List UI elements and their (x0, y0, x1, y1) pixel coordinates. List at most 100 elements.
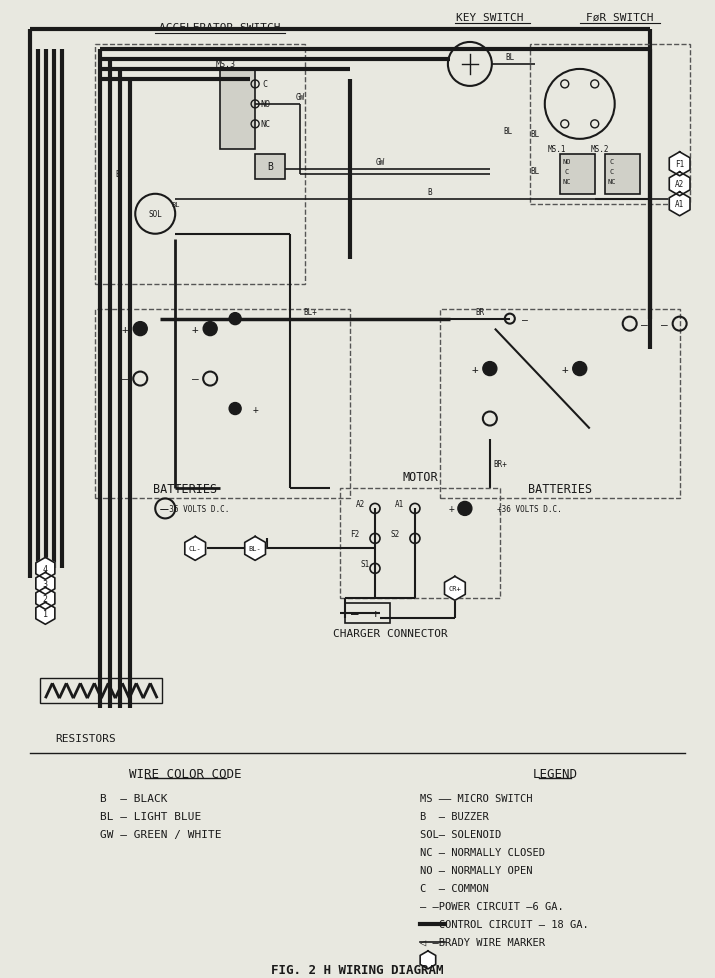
Text: B: B (116, 170, 121, 179)
Text: BL: BL (531, 167, 539, 176)
Text: +: + (471, 364, 478, 375)
Text: F1: F1 (675, 160, 684, 169)
Text: BL: BL (506, 54, 515, 63)
Text: C  – COMMON: C – COMMON (420, 883, 488, 893)
Text: –: – (661, 319, 668, 330)
Text: B  – BLACK: B – BLACK (100, 793, 168, 803)
Text: MS.3: MS.3 (215, 61, 235, 69)
Text: A1: A1 (395, 500, 405, 509)
Bar (605, 155, 640, 195)
Text: +: + (449, 504, 455, 513)
Text: NC – NORMALLY CLOSED: NC – NORMALLY CLOSED (420, 847, 545, 857)
Circle shape (483, 362, 497, 377)
Text: –: – (122, 375, 129, 384)
Text: –: – (192, 375, 199, 384)
Text: – 36 VOLTS D.C.: – 36 VOLTS D.C. (160, 505, 230, 513)
Text: NC: NC (563, 179, 571, 185)
Text: 1: 1 (43, 609, 48, 618)
Polygon shape (669, 173, 690, 197)
Text: CL-: CL- (189, 546, 202, 552)
Text: CHARGER CONNECTOR: CHARGER CONNECTOR (332, 629, 448, 639)
Text: FIG. 2 H WIRING DIAGRAM: FIG. 2 H WIRING DIAGRAM (271, 963, 443, 976)
Text: BL-: BL- (249, 546, 262, 552)
Circle shape (133, 323, 147, 336)
Text: C: C (262, 80, 267, 89)
Text: — –POWER CIRCUIT –6 GA.: — –POWER CIRCUIT –6 GA. (420, 901, 563, 911)
Text: WIRE COLOR CODE: WIRE COLOR CODE (129, 767, 242, 779)
Text: MOTOR: MOTOR (402, 470, 438, 483)
Text: — –CONTROL CIRCUIT – 18 GA.: — –CONTROL CIRCUIT – 18 GA. (420, 919, 588, 929)
Text: ◁ –BRADY WIRE MARKER: ◁ –BRADY WIRE MARKER (420, 937, 545, 947)
Polygon shape (36, 573, 55, 595)
Text: F2: F2 (350, 529, 360, 538)
Text: ACCELERATOR SWITCH: ACCELERATOR SWITCH (159, 22, 281, 33)
Text: NC: NC (608, 179, 616, 185)
Text: BR+: BR+ (493, 460, 507, 468)
Polygon shape (669, 193, 690, 216)
Text: BR: BR (475, 308, 485, 317)
Text: MS.1: MS.1 (548, 145, 566, 155)
Text: FøR SWITCH: FøR SWITCH (586, 13, 654, 22)
Text: BATTERIES: BATTERIES (153, 482, 217, 496)
Text: RESISTORS: RESISTORS (55, 734, 116, 743)
Text: +: + (561, 364, 568, 375)
Text: KEY SWITCH: KEY SWITCH (456, 13, 523, 22)
Text: 4: 4 (43, 564, 48, 573)
Text: –: – (162, 503, 169, 515)
Text: MS –– MICRO SWITCH: MS –– MICRO SWITCH (420, 793, 533, 803)
Text: S1: S1 (360, 559, 370, 568)
Polygon shape (36, 557, 55, 580)
Text: +: + (371, 607, 379, 620)
Text: 3: 3 (43, 579, 48, 588)
Text: SOL: SOL (148, 210, 162, 219)
Circle shape (229, 313, 241, 326)
Text: GW: GW (295, 93, 305, 103)
Circle shape (229, 403, 241, 415)
Text: +: + (192, 325, 199, 334)
Text: C: C (565, 168, 569, 175)
Circle shape (203, 323, 217, 336)
Text: A2: A2 (355, 500, 365, 509)
Bar (220, 69, 255, 150)
Text: BATTERIES: BATTERIES (528, 482, 592, 496)
Text: –: – (641, 319, 648, 330)
Text: BL: BL (171, 201, 179, 207)
Polygon shape (445, 577, 465, 600)
Text: MS.2: MS.2 (591, 145, 609, 155)
Circle shape (573, 362, 587, 377)
Text: LEGEND: LEGEND (532, 767, 577, 779)
Text: B: B (428, 188, 433, 198)
Text: BL: BL (503, 127, 513, 136)
Bar (255, 155, 285, 180)
Bar (95, 309, 350, 499)
Text: NO: NO (260, 101, 270, 110)
Text: +: + (252, 404, 258, 414)
Text: C: C (610, 158, 614, 164)
Polygon shape (36, 602, 55, 625)
Polygon shape (245, 537, 265, 560)
Text: +36 VOLTS D.C.: +36 VOLTS D.C. (498, 505, 562, 513)
Text: –: – (522, 314, 528, 325)
Polygon shape (669, 153, 690, 177)
Text: A1: A1 (675, 200, 684, 209)
Text: NC: NC (260, 120, 270, 129)
Text: SOL– SOLENOID: SOL– SOLENOID (420, 829, 501, 839)
Text: BL+: BL+ (303, 308, 317, 317)
Bar (560, 155, 595, 195)
Text: C: C (610, 168, 614, 175)
Circle shape (458, 502, 472, 515)
Bar (40, 679, 162, 703)
Text: NO – NORMALLY OPEN: NO – NORMALLY OPEN (420, 866, 533, 875)
Text: B  – BUZZER: B – BUZZER (420, 811, 488, 822)
Text: CR+: CR+ (448, 586, 461, 592)
Polygon shape (184, 537, 206, 560)
Text: –: – (351, 607, 359, 620)
Text: +: + (122, 325, 129, 334)
Text: NO: NO (563, 158, 571, 164)
Polygon shape (36, 588, 55, 609)
Bar (440, 309, 680, 499)
Bar (345, 603, 390, 624)
Bar (340, 489, 500, 599)
Bar (530, 45, 690, 204)
Text: 2: 2 (43, 595, 48, 603)
